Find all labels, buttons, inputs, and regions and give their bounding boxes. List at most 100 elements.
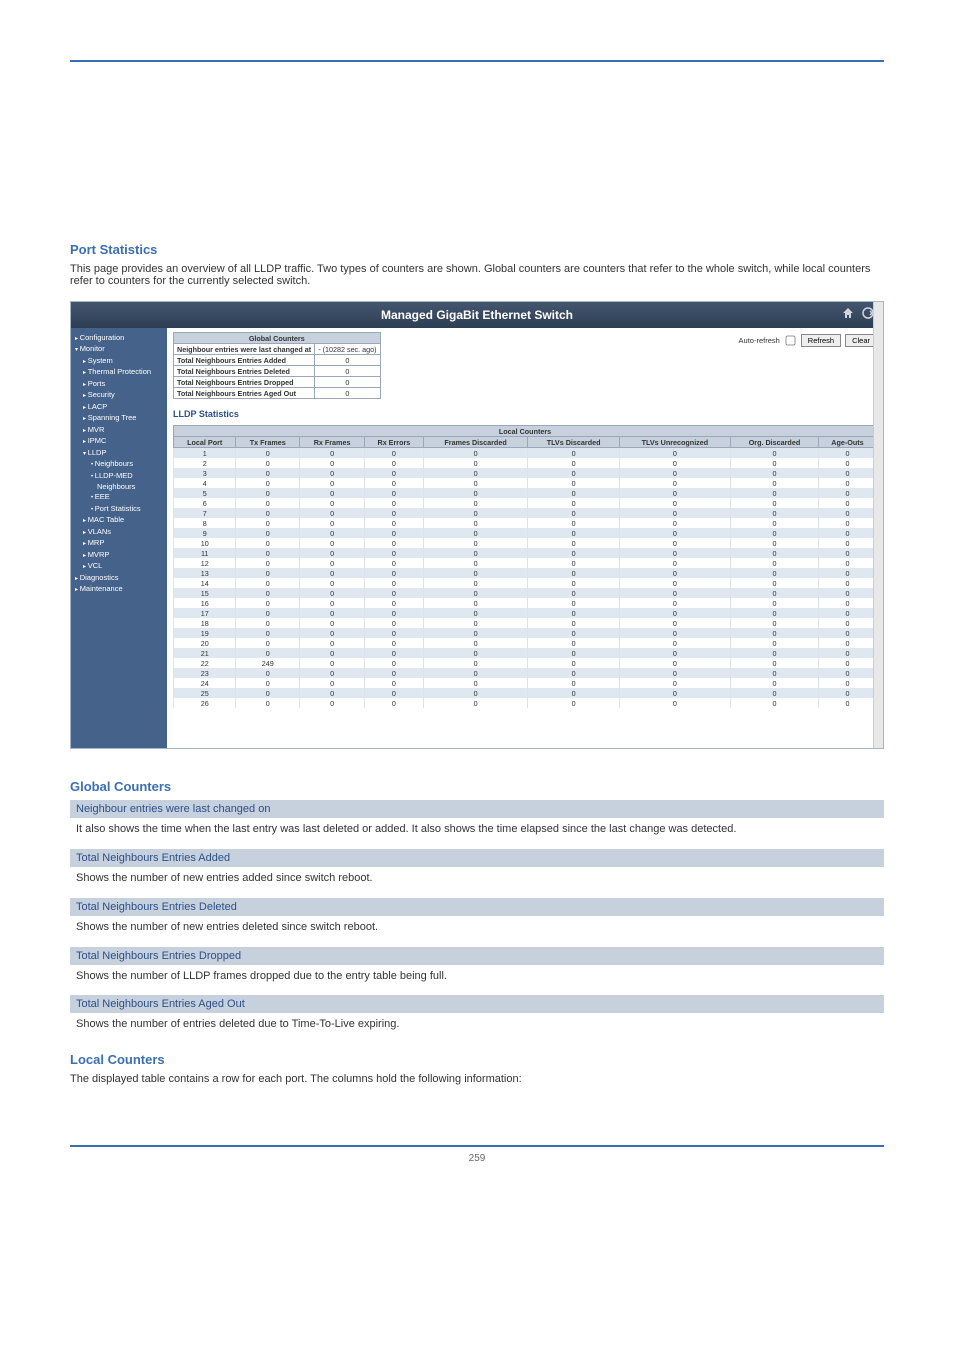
table-cell: 5 (174, 488, 236, 498)
local-counters-desc: The displayed table contains a row for e… (70, 1073, 884, 1085)
top-rule (70, 60, 884, 62)
table-cell: 0 (528, 508, 619, 518)
table-cell: 0 (236, 558, 300, 568)
table-row: 1700000000 (174, 608, 877, 618)
table-cell: 26 (174, 698, 236, 708)
table-cell: 0 (731, 618, 819, 628)
table-cell: 0 (236, 518, 300, 528)
table-cell: 0 (619, 548, 730, 558)
def-body: It also shows the time when the last ent… (70, 818, 884, 843)
global-row-label: Total Neighbours Entries Dropped (174, 377, 315, 388)
table-row: 1800000000 (174, 618, 877, 628)
table-cell: 0 (423, 698, 528, 708)
sidebar-item[interactable]: MRP (71, 538, 167, 550)
table-cell: 0 (528, 608, 619, 618)
table-cell: 0 (619, 688, 730, 698)
table-row: 400000000 (174, 478, 877, 488)
sidebar-item[interactable]: VLANs (71, 526, 167, 538)
table-cell: 0 (528, 498, 619, 508)
table-cell: 4 (174, 478, 236, 488)
table-cell: 6 (174, 498, 236, 508)
local-col-header: Frames Discarded (423, 437, 528, 448)
table-cell: 0 (423, 518, 528, 528)
sidebar-item[interactable]: Maintenance (71, 584, 167, 596)
table-row: 2500000000 (174, 688, 877, 698)
table-cell: 0 (619, 618, 730, 628)
table-cell: 0 (528, 658, 619, 668)
table-row: 2400000000 (174, 678, 877, 688)
table-cell: 0 (731, 678, 819, 688)
table-cell: 0 (300, 678, 365, 688)
table-cell: 0 (365, 658, 424, 668)
table-cell: 0 (818, 568, 876, 578)
sidebar-item[interactable]: Security (71, 390, 167, 402)
table-cell: 0 (731, 468, 819, 478)
refresh-button[interactable]: Refresh (801, 334, 841, 347)
sidebar-item[interactable]: MVR (71, 424, 167, 436)
global-row-value: 0 (315, 377, 380, 388)
table-cell: 0 (300, 598, 365, 608)
auto-refresh-checkbox[interactable] (785, 336, 795, 346)
table-cell: 0 (731, 558, 819, 568)
table-cell: 18 (174, 618, 236, 628)
sidebar-item[interactable]: Spanning Tree (71, 413, 167, 425)
table-cell: 0 (619, 668, 730, 678)
sidebar-item[interactable]: Neighbours (71, 482, 167, 492)
table-cell: 0 (423, 508, 528, 518)
table-cell: 0 (365, 678, 424, 688)
sidebar-item[interactable]: Diagnostics (71, 572, 167, 584)
sidebar-item[interactable]: LLDP-MED (71, 470, 167, 482)
table-cell: 0 (731, 498, 819, 508)
table-cell: 14 (174, 578, 236, 588)
sidebar-item[interactable]: MAC Table (71, 515, 167, 527)
sidebar-item[interactable]: LACP (71, 401, 167, 413)
table-cell: 0 (365, 668, 424, 678)
table-cell: 0 (818, 638, 876, 648)
sidebar-item[interactable]: Thermal Protection (71, 367, 167, 379)
table-cell: 0 (528, 628, 619, 638)
table-row: 1100000000 (174, 548, 877, 558)
sidebar-item[interactable]: VCL (71, 561, 167, 573)
sidebar-item[interactable]: MVRP (71, 549, 167, 561)
table-cell: 0 (236, 468, 300, 478)
sidebar-item[interactable]: LLDP (71, 447, 167, 459)
table-row: 600000000 (174, 498, 877, 508)
sidebar-item[interactable]: Ports (71, 378, 167, 390)
table-cell: 0 (236, 508, 300, 518)
sidebar-item[interactable]: System (71, 355, 167, 367)
def-body: Shows the number of LLDP frames dropped … (70, 965, 884, 990)
screenshot: Managed GigaBit Ethernet Switch Configur… (70, 301, 884, 749)
table-cell: 0 (365, 558, 424, 568)
sidebar-item[interactable]: Configuration (71, 332, 167, 344)
table-cell: 0 (236, 458, 300, 468)
sidebar-item[interactable]: EEE (71, 492, 167, 504)
sidebar-item[interactable]: IPMC (71, 436, 167, 448)
sidebar-item[interactable]: Monitor (71, 344, 167, 356)
sidebar-item[interactable]: Port Statistics (71, 503, 167, 515)
table-cell: 0 (365, 518, 424, 528)
table-cell: 0 (818, 608, 876, 618)
table-cell: 0 (818, 688, 876, 698)
section-desc: This page provides an overview of all LL… (70, 263, 884, 287)
table-cell: 0 (818, 698, 876, 708)
table-cell: 0 (619, 538, 730, 548)
table-cell: 0 (236, 678, 300, 688)
table-cell: 0 (528, 538, 619, 548)
scrollbar[interactable] (873, 302, 883, 748)
table-cell: 0 (619, 468, 730, 478)
table-cell: 0 (528, 568, 619, 578)
table-row: 1000000000 (174, 538, 877, 548)
local-col-header: TLVs Discarded (528, 437, 619, 448)
table-cell: 0 (365, 568, 424, 578)
def-label: Total Neighbours Entries Added (70, 849, 884, 867)
local-col-header: Tx Frames (236, 437, 300, 448)
table-cell: 0 (619, 598, 730, 608)
local-counters-superheader: Local Counters (174, 426, 877, 437)
table-row: 100000000 (174, 448, 877, 459)
sidebar-item[interactable]: Neighbours (71, 459, 167, 471)
table-cell: 0 (528, 598, 619, 608)
local-col-header: TLVs Unrecognized (619, 437, 730, 448)
table-cell: 0 (423, 598, 528, 608)
table-cell: 0 (300, 628, 365, 638)
home-icon[interactable] (841, 306, 855, 320)
